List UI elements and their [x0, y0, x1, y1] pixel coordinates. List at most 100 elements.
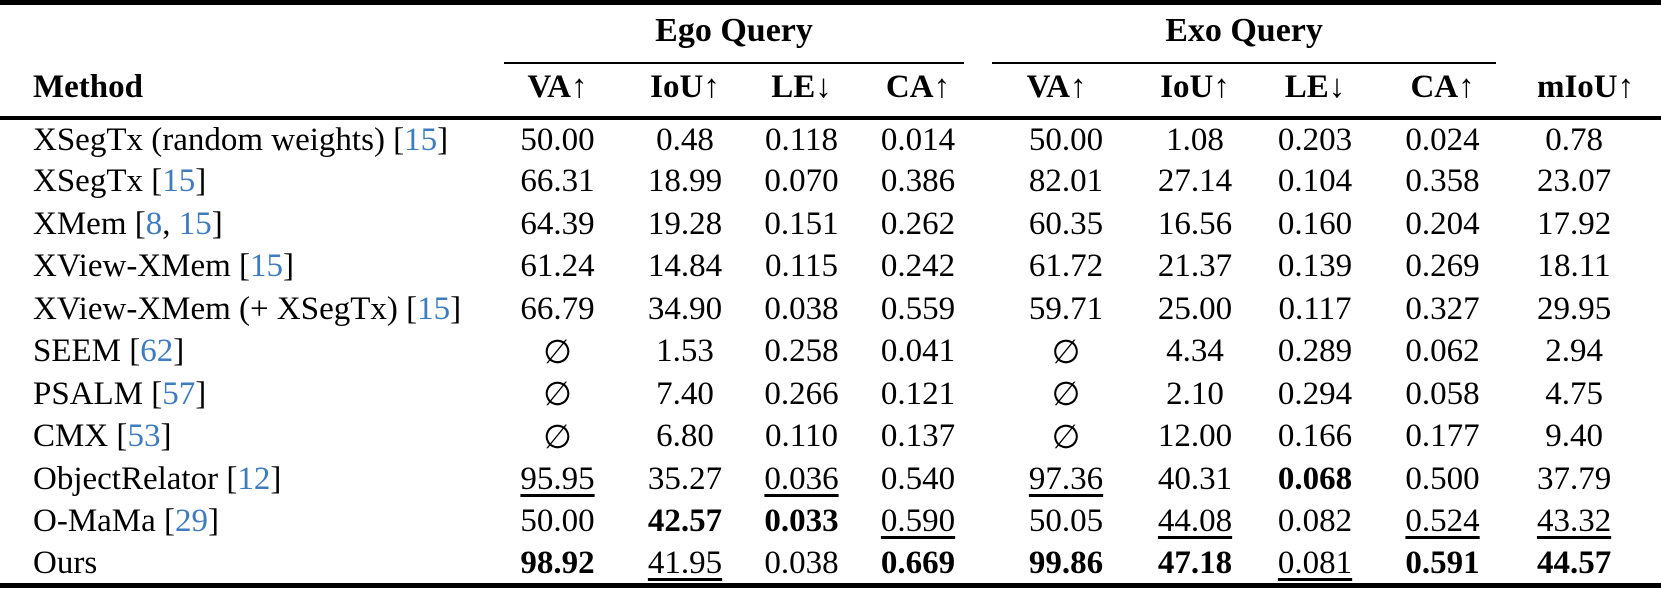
- metric-value: 59.71: [1028, 290, 1104, 327]
- metric-cell: 35.27: [625, 458, 745, 501]
- method-cell: ObjectRelator [12]: [0, 458, 490, 501]
- metric-value: 37.79: [1536, 460, 1612, 497]
- citation-link[interactable]: 53: [127, 418, 161, 455]
- metric-cell: 40.31: [1135, 458, 1255, 501]
- metric-value: 61.72: [1028, 248, 1104, 285]
- empty-set-value: ∅: [1051, 419, 1081, 456]
- col-header-ego-le: LE↓: [745, 64, 858, 120]
- metric-value: 2.94: [1545, 333, 1603, 370]
- metric-value: 0.036: [764, 460, 839, 497]
- metric-value: 23.07: [1536, 163, 1612, 200]
- metric-cell: 0.269: [1375, 246, 1510, 289]
- metric-value: 50.00: [520, 121, 595, 158]
- citation-link[interactable]: 15: [178, 205, 212, 242]
- citation-link[interactable]: 15: [404, 121, 438, 158]
- citation-link[interactable]: 15: [417, 290, 451, 327]
- citation-link[interactable]: 8: [145, 205, 163, 242]
- empty-set-value: ∅: [543, 377, 572, 414]
- metric-cell: 0.115: [745, 246, 858, 289]
- metric-cell: 2.94: [1510, 331, 1661, 374]
- citation-link[interactable]: 62: [140, 333, 174, 370]
- metric-cell: 34.90: [625, 288, 745, 331]
- metric-cell: 66.79: [490, 288, 625, 331]
- metric-cell: 0.203: [1255, 118, 1375, 161]
- method-name-text: XMem [: [33, 205, 146, 242]
- metric-value: 34.90: [647, 290, 723, 327]
- metric-cell: ∅: [978, 373, 1135, 416]
- metric-value: 0.160: [1277, 205, 1353, 242]
- group-header-row: Ego Query Exo Query: [0, 3, 1661, 65]
- metric-cell: 41.95: [625, 543, 745, 586]
- metric-cell: 0.041: [858, 331, 978, 374]
- metric-cell: 0.033: [745, 501, 858, 544]
- method-cell: XView-XMem (+ XSegTx) [15]: [0, 288, 490, 331]
- metric-value: 1.08: [1166, 121, 1224, 158]
- table-row: SEEM [62] ∅ 1.53 0.258 0.041 ∅ 4.34 0.289 0.062 2…: [0, 331, 1661, 374]
- exo-query-group-header: Exo Query: [978, 3, 1510, 64]
- metric-cell: 0.139: [1255, 246, 1375, 289]
- ego-query-label: Ego Query: [655, 11, 813, 49]
- method-name-text: XView-XMem (+ XSegTx) [: [33, 290, 418, 327]
- metric-value: 0.117: [1278, 290, 1352, 327]
- metric-value: 0.038: [764, 290, 839, 327]
- metric-value: 18.99: [647, 163, 723, 200]
- metric-cell: 0.081: [1255, 543, 1375, 586]
- citation-link[interactable]: 12: [237, 460, 271, 497]
- citation-link[interactable]: 15: [162, 163, 196, 200]
- metric-value: 40.31: [1157, 460, 1233, 497]
- metric-value: 0.590: [880, 503, 956, 540]
- group-header-spacer-right: [1510, 3, 1661, 65]
- method-cell: XView-XMem [15]: [0, 246, 490, 289]
- method-name-text: O-MaMa [: [33, 503, 176, 540]
- metric-cell: 0.590: [858, 501, 978, 544]
- metric-cell: 98.92: [490, 543, 625, 586]
- empty-set-value: ∅: [1051, 377, 1081, 414]
- metric-value: 0.500: [1405, 460, 1480, 497]
- method-cell: CMX [53]: [0, 416, 490, 459]
- metric-value: 9.40: [1545, 418, 1603, 455]
- metric-value: 0.139: [1277, 248, 1353, 285]
- metric-value: 17.92: [1536, 205, 1612, 242]
- metric-cell: 0.038: [745, 543, 858, 586]
- method-name-text: ,: [162, 205, 179, 242]
- metric-cell: 0.038: [745, 288, 858, 331]
- metric-cell: 50.00: [978, 118, 1135, 161]
- method-name-text: ]: [160, 418, 172, 455]
- metric-cell: 42.57: [625, 501, 745, 544]
- metric-cell: 0.082: [1255, 501, 1375, 544]
- method-name-text: ]: [283, 248, 295, 285]
- metric-value: 0.070: [764, 163, 839, 200]
- ego-query-cmidrule: Ego Query: [504, 5, 965, 64]
- metric-cell: 25.00: [1135, 288, 1255, 331]
- metric-value: 0.203: [1277, 121, 1353, 158]
- metric-cell: 0.559: [858, 288, 978, 331]
- metric-cell: ∅: [490, 416, 625, 459]
- metric-cell: 0.524: [1375, 501, 1510, 544]
- method-name-text: ]: [450, 290, 462, 327]
- metric-cell: 37.79: [1510, 458, 1661, 501]
- metric-cell: 21.37: [1135, 246, 1255, 289]
- metric-cell: 0.117: [1255, 288, 1375, 331]
- method-name-text: ]: [195, 163, 207, 200]
- citation-link[interactable]: 57: [162, 375, 196, 412]
- method-cell: XSegTx (random weights) [15]: [0, 118, 490, 161]
- metric-value: 50.00: [520, 503, 595, 540]
- method-name-text: ]: [173, 333, 185, 370]
- metric-value: 98.92: [520, 544, 595, 581]
- metric-cell: 0.137: [858, 416, 978, 459]
- citation-link[interactable]: 15: [250, 248, 284, 285]
- citation-link[interactable]: 29: [175, 503, 209, 540]
- metric-cell: 0.024: [1375, 118, 1510, 161]
- metric-cell: 0.104: [1255, 161, 1375, 204]
- metric-value: 29.95: [1536, 290, 1612, 327]
- metric-value: 0.151: [764, 205, 839, 242]
- metric-cell: 18.11: [1510, 246, 1661, 289]
- table-row: O-MaMa [29] 50.00 42.57 0.033 0.590 50.05 44.0…: [0, 501, 1661, 544]
- metric-cell: 7.40: [625, 373, 745, 416]
- metric-value: 43.32: [1536, 503, 1612, 540]
- metric-cell: 59.71: [978, 288, 1135, 331]
- metric-value: 7.40: [656, 375, 714, 412]
- metric-cell: 0.48: [625, 118, 745, 161]
- metric-cell: 0.327: [1375, 288, 1510, 331]
- metric-cell: 27.14: [1135, 161, 1255, 204]
